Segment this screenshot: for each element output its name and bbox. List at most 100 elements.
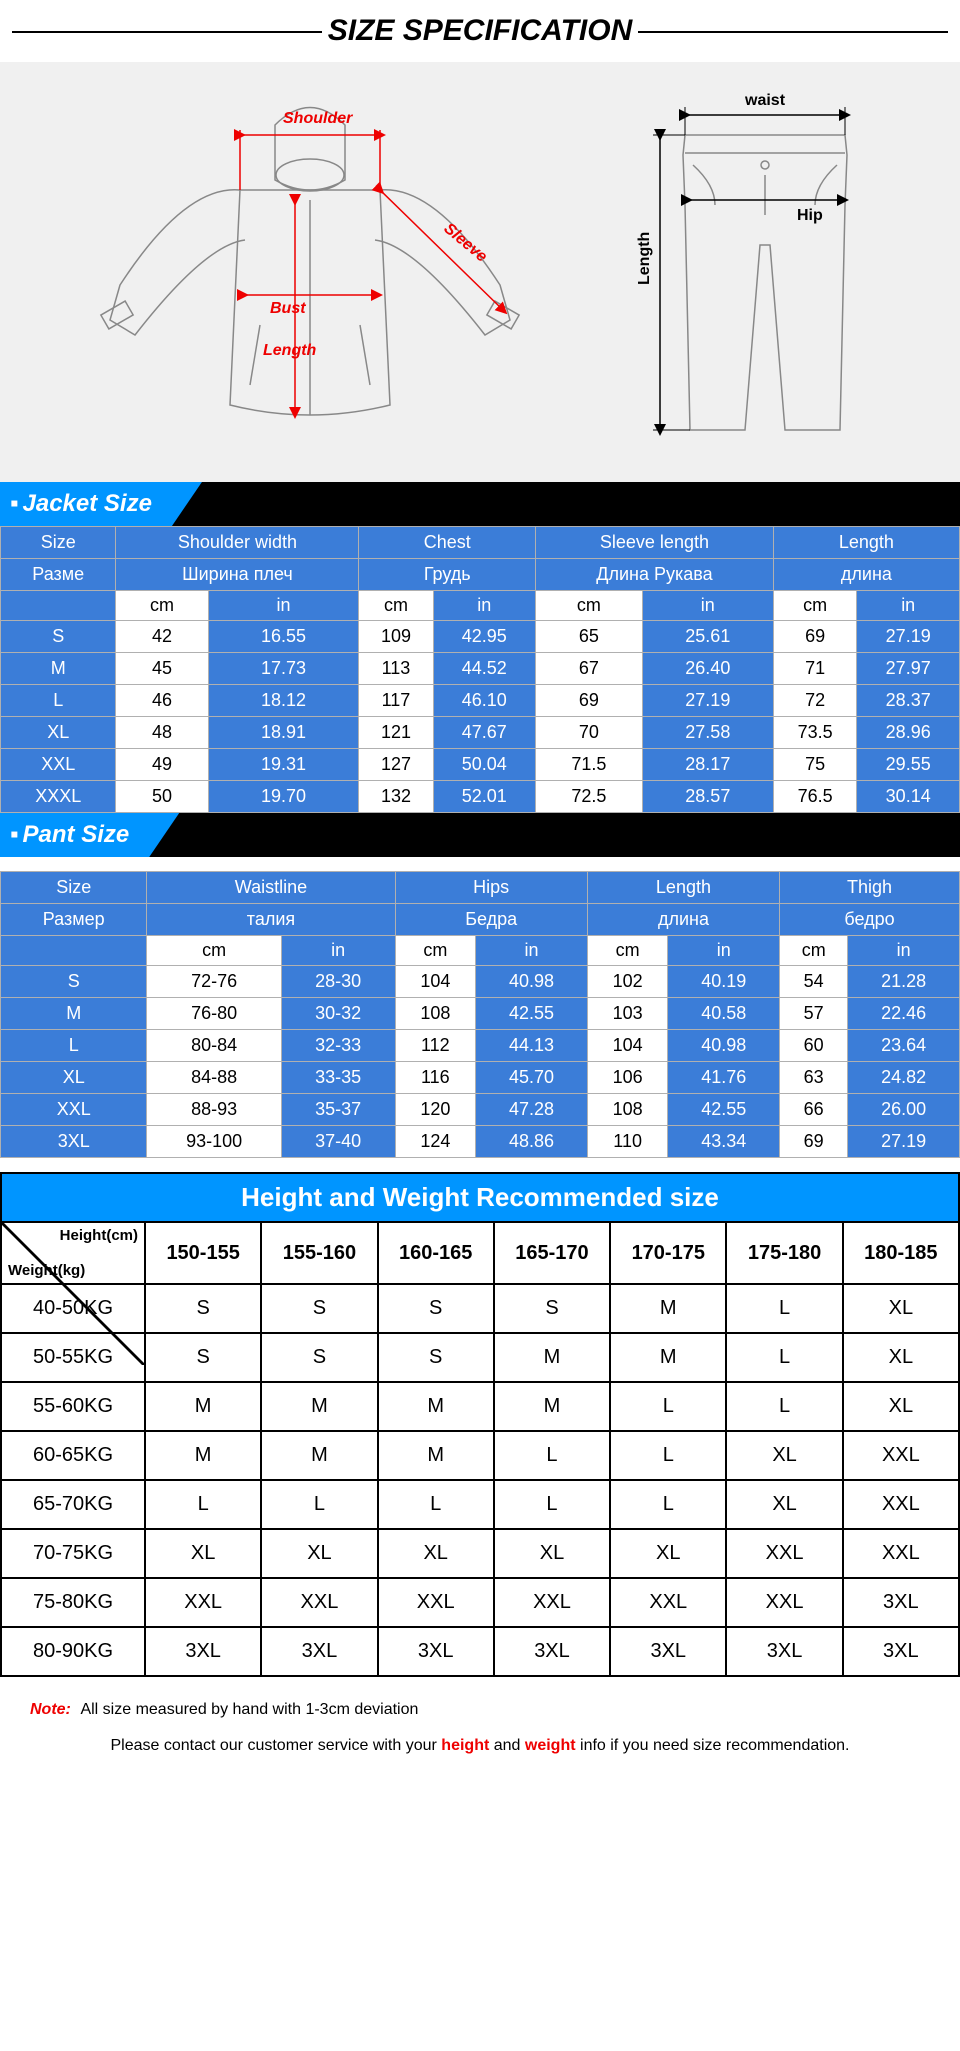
rec-size-cell: M (145, 1431, 261, 1480)
value-cell: 48 (116, 717, 208, 749)
unit-cell: cm (359, 591, 433, 621)
value-cell: 112 (395, 1030, 476, 1062)
value-cell: 108 (587, 1094, 668, 1126)
unit-cell: in (848, 936, 960, 966)
height-header: 165-170 (494, 1222, 610, 1284)
value-cell: 28.57 (642, 781, 773, 813)
rec-size-cell: XXL (494, 1578, 610, 1627)
rec-size-cell: 3XL (843, 1578, 959, 1627)
value-cell: 40.19 (668, 966, 780, 998)
rec-size-cell: 3XL (843, 1627, 959, 1676)
value-cell: 93-100 (147, 1126, 281, 1158)
height-header: 175-180 (726, 1222, 842, 1284)
value-cell: 103 (587, 998, 668, 1030)
value-cell: 45.70 (476, 1062, 588, 1094)
rec-size-cell: L (145, 1480, 261, 1529)
unit-cell: in (476, 936, 588, 966)
rec-size-cell: S (145, 1284, 261, 1333)
unit-cell: in (668, 936, 780, 966)
rec-size-cell: XXL (726, 1529, 842, 1578)
rec-size-cell: M (145, 1382, 261, 1431)
value-cell: 69 (536, 685, 643, 717)
hip-label: Hip (797, 207, 823, 224)
col-header-ru: Бедра (395, 904, 587, 936)
rec-size-cell: XL (726, 1431, 842, 1480)
value-cell: 40.58 (668, 998, 780, 1030)
col-header: Size (1, 527, 116, 559)
length-label: Length (263, 342, 317, 359)
value-cell: 57 (780, 998, 848, 1030)
value-cell: 50.04 (433, 749, 536, 781)
value-cell: 17.73 (208, 653, 359, 685)
value-cell: 50 (116, 781, 208, 813)
rec-size-cell: L (261, 1480, 377, 1529)
rec-size-cell: XL (145, 1529, 261, 1578)
value-cell: 80-84 (147, 1030, 281, 1062)
rec-size-cell: L (494, 1480, 610, 1529)
value-cell: 66 (780, 1094, 848, 1126)
value-cell: 30.14 (857, 781, 960, 813)
unit-cell: cm (116, 591, 208, 621)
value-cell: 27.19 (848, 1126, 960, 1158)
col-header-ru: Размер (1, 904, 147, 936)
jacket-size-table: SizeShoulder widthChestSleeve lengthLeng… (0, 526, 960, 813)
value-cell: 102 (587, 966, 668, 998)
rec-size-cell: XL (494, 1529, 610, 1578)
value-cell: 44.13 (476, 1030, 588, 1062)
shoulder-label: Shoulder (283, 110, 353, 127)
size-cell: L (1, 1030, 147, 1062)
value-cell: 67 (536, 653, 643, 685)
note-line1: All size measured by hand with 1-3cm dev… (80, 1701, 418, 1718)
value-cell: 48.86 (476, 1126, 588, 1158)
col-header-ru: Длина Рукава (536, 559, 774, 591)
value-cell: 43.34 (668, 1126, 780, 1158)
value-cell: 76-80 (147, 998, 281, 1030)
note-hl-weight: weight (525, 1737, 576, 1754)
rec-size-cell: S (261, 1333, 377, 1382)
size-cell: XXL (1, 749, 116, 781)
value-cell: 21.28 (848, 966, 960, 998)
rec-size-cell: XXL (843, 1480, 959, 1529)
value-cell: 69 (773, 621, 857, 653)
footer-note: Note: All size measured by hand with 1-3… (0, 1677, 960, 1785)
value-cell: 16.55 (208, 621, 359, 653)
rec-size-cell: XXL (261, 1578, 377, 1627)
value-cell: 106 (587, 1062, 668, 1094)
weight-cell: 75-80KG (1, 1578, 145, 1627)
rec-size-cell: XL (726, 1480, 842, 1529)
value-cell: 27.58 (642, 717, 773, 749)
height-header: 150-155 (145, 1222, 261, 1284)
value-cell: 70 (536, 717, 643, 749)
value-cell: 42.55 (668, 1094, 780, 1126)
value-cell: 35-37 (281, 1094, 395, 1126)
rec-size-cell: XL (843, 1333, 959, 1382)
rec-size-cell: XL (378, 1529, 494, 1578)
rec-size-cell: M (610, 1333, 726, 1382)
weight-cell: 55-60KG (1, 1382, 145, 1431)
rec-size-cell: L (494, 1431, 610, 1480)
col-header-ru: Ширина плеч (116, 559, 359, 591)
size-cell: XXXL (1, 781, 116, 813)
unit-cell: cm (587, 936, 668, 966)
rec-size-cell: XXL (610, 1578, 726, 1627)
unit-cell: cm (395, 936, 476, 966)
unit-cell: in (281, 936, 395, 966)
value-cell: 30-32 (281, 998, 395, 1030)
rec-size-cell: XXL (145, 1578, 261, 1627)
size-cell: XL (1, 717, 116, 749)
weight-cell: 60-65KG (1, 1431, 145, 1480)
value-cell: 40.98 (476, 966, 588, 998)
rec-size-cell: 3XL (145, 1627, 261, 1676)
rec-size-cell: XL (610, 1529, 726, 1578)
size-cell: S (1, 966, 147, 998)
weight-cell: 65-70KG (1, 1480, 145, 1529)
size-diagram-panel: Shoulder Sleeve Bust Length (0, 62, 960, 482)
value-cell: 18.91 (208, 717, 359, 749)
unit-cell: in (642, 591, 773, 621)
rec-size-cell: XXL (378, 1578, 494, 1627)
value-cell: 65 (536, 621, 643, 653)
value-cell: 32-33 (281, 1030, 395, 1062)
value-cell: 69 (780, 1126, 848, 1158)
recommend-title: Height and Weight Recommended size (0, 1172, 960, 1221)
col-header-ru: бедро (780, 904, 960, 936)
